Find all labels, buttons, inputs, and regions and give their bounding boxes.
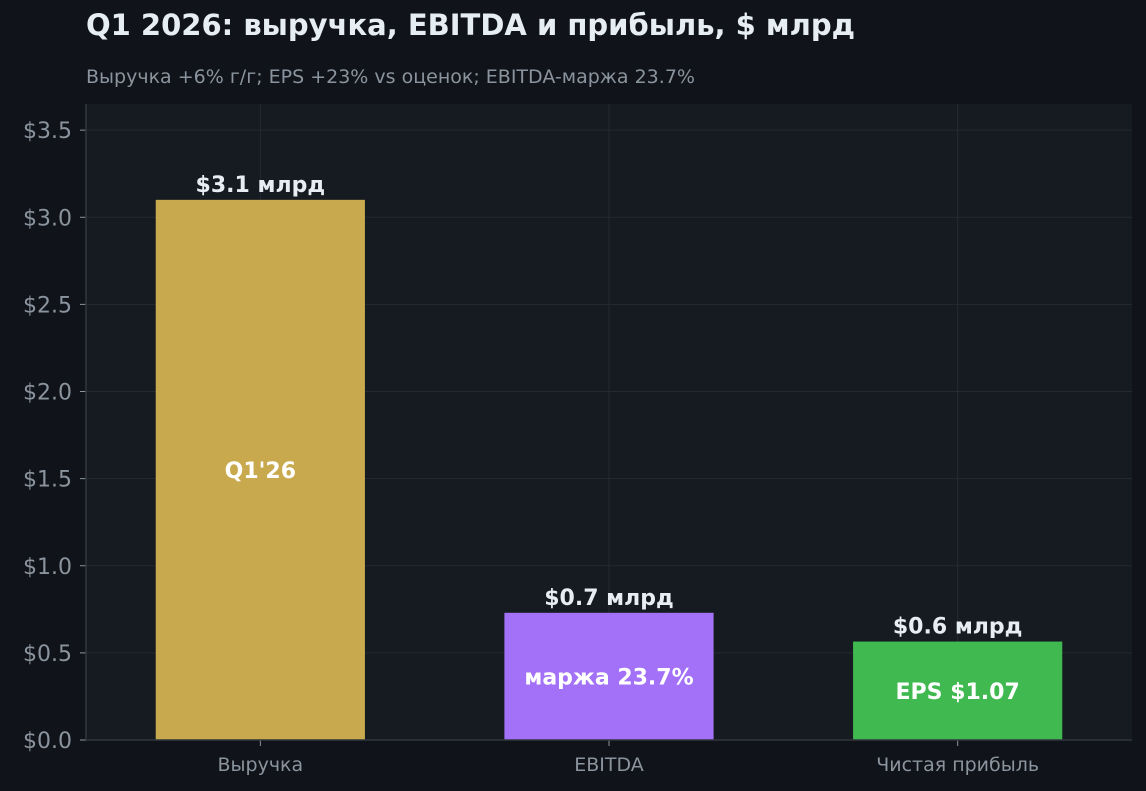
bar-3 xyxy=(853,641,1063,740)
bar-1 xyxy=(155,199,365,740)
bar-value-label: $0.7 млрд xyxy=(544,586,674,611)
y-tick-label: $2.5 xyxy=(23,293,72,318)
y-tick-label: $1.5 xyxy=(23,468,72,493)
chart-title: Q1 2026: выручка, EBITDA и прибыль, $ мл… xyxy=(86,8,856,42)
y-tick-label: $3.5 xyxy=(23,119,72,144)
x-tick-label: Выручка xyxy=(217,754,303,776)
y-tick-label: $0.0 xyxy=(23,729,72,754)
y-tick-label: $3.0 xyxy=(23,206,72,231)
y-tick-label: $2.0 xyxy=(23,381,72,406)
bar-inner-label: EPS $1.07 xyxy=(896,680,1020,705)
bar-inner-label: маржа 23.7% xyxy=(524,665,693,690)
y-tick-label: $0.5 xyxy=(23,642,72,667)
x-tick-label: Чистая прибыль xyxy=(876,754,1039,776)
chart-subtitle: Выручка +6% г/г; EPS +23% vs оценок; EBI… xyxy=(86,66,695,88)
y-tick-label: $1.0 xyxy=(23,555,72,580)
bar-value-label: $0.6 млрд xyxy=(893,615,1023,640)
bar-value-label: $3.1 млрд xyxy=(196,173,326,198)
x-tick-label: EBITDA xyxy=(574,754,644,776)
bar-2 xyxy=(504,612,714,740)
bar-inner-label: Q1'26 xyxy=(225,459,296,484)
